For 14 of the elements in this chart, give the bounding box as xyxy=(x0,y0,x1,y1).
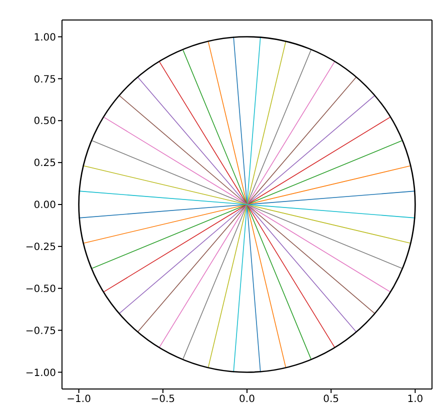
y-tick-label: 1.00 xyxy=(34,32,56,44)
x-tick-label: 1.0 xyxy=(407,394,424,406)
y-tick-label: 0.25 xyxy=(34,158,56,170)
y-tick-label: −1.00 xyxy=(25,368,56,379)
y-tick-label: 0.00 xyxy=(34,200,56,212)
y-tick-label: −0.75 xyxy=(25,326,56,337)
y-tick-label: 0.50 xyxy=(34,116,56,128)
x-tick-label: 0.5 xyxy=(323,394,340,406)
x-tick-label: −0.5 xyxy=(150,394,176,406)
y-tick-label: −0.50 xyxy=(25,284,56,295)
x-tick-label: 0.0 xyxy=(239,394,255,406)
y-tick-label: 0.75 xyxy=(34,74,56,86)
y-tick-label: −0.25 xyxy=(25,242,56,253)
x-tick-label: −1.0 xyxy=(66,394,91,406)
